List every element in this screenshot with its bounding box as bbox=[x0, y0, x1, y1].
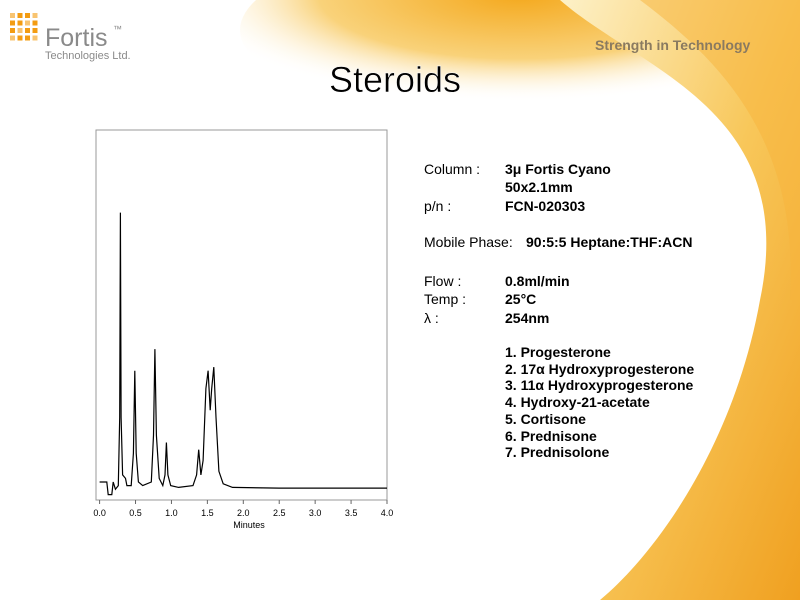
detail-value: 3μ Fortis Cyano bbox=[505, 161, 611, 177]
logo-dot bbox=[25, 20, 30, 26]
compound: 4. Hydroxy-21-acetate bbox=[505, 394, 650, 411]
detail-value: 0.8ml/min bbox=[505, 273, 570, 289]
logo-dot bbox=[32, 35, 38, 41]
logo-dot bbox=[10, 35, 15, 41]
detail-label: λ : bbox=[424, 310, 439, 326]
x-tick-label: 3.0 bbox=[309, 508, 322, 518]
detail-value: 90:5:5 Heptane:THF:ACN bbox=[526, 234, 693, 250]
logo-dot bbox=[32, 13, 38, 18]
detail-label: Flow : bbox=[424, 273, 462, 289]
x-tick-label: 3.5 bbox=[345, 508, 358, 518]
x-tick-label: 2.5 bbox=[273, 508, 286, 518]
logo-dot bbox=[32, 28, 38, 33]
logo-dot bbox=[25, 13, 30, 18]
compound: 3. 11α Hydroxyprogesterone bbox=[505, 377, 694, 394]
detail-value: 25°C bbox=[505, 291, 537, 307]
detail-label: Column : bbox=[424, 161, 481, 177]
logo-dot bbox=[32, 20, 38, 26]
logo-name: Fortis bbox=[45, 24, 108, 52]
logo-dot bbox=[17, 13, 23, 18]
logo-dot bbox=[17, 28, 23, 33]
logo-dot bbox=[17, 35, 23, 41]
x-tick-label: 0.0 bbox=[93, 508, 106, 518]
x-tick-label: 1.0 bbox=[165, 508, 178, 518]
plot-frame bbox=[95, 129, 388, 501]
logo-dot bbox=[25, 35, 30, 41]
x-tick-label: 1.5 bbox=[201, 508, 214, 518]
compound: 1. Progesterone bbox=[505, 344, 611, 360]
x-tick-label: 0.5 bbox=[129, 508, 142, 518]
x-tick-label: 2.0 bbox=[237, 508, 250, 518]
slide-title: Steroids bbox=[329, 59, 461, 100]
compound: 6. Prednisone bbox=[505, 427, 597, 444]
logo-dot bbox=[10, 20, 15, 26]
decoration bbox=[560, 0, 800, 600]
detail-label: p/n : bbox=[424, 198, 452, 214]
decoration bbox=[640, 0, 800, 300]
logo-dot bbox=[10, 28, 15, 33]
compound: 7. Prednisolone bbox=[505, 444, 610, 461]
detail-label: Mobile Phase: bbox=[424, 234, 513, 250]
x-axis-label: Minutes bbox=[233, 520, 265, 530]
logo-dot bbox=[25, 28, 30, 33]
logo-icon bbox=[10, 13, 38, 41]
logo-dot bbox=[10, 13, 15, 18]
compound: 5. Cortisone bbox=[505, 410, 586, 427]
x-tick-label: 4.0 bbox=[381, 508, 394, 518]
detail-value: 50x2.1mm bbox=[505, 179, 573, 195]
logo-subtitle: Technologies Ltd. bbox=[45, 50, 131, 62]
logo-mark: ™ bbox=[113, 24, 122, 34]
compound: 2. 17α Hydroxyprogesterone bbox=[505, 360, 695, 377]
chromatogram-line bbox=[99, 212, 387, 496]
detail-value: FCN-020303 bbox=[505, 198, 586, 214]
detail-label: Temp : bbox=[424, 291, 467, 307]
tagline: Strength in Technology bbox=[595, 37, 751, 53]
logo-dot bbox=[17, 20, 23, 26]
detail-value: 254nm bbox=[505, 310, 550, 326]
